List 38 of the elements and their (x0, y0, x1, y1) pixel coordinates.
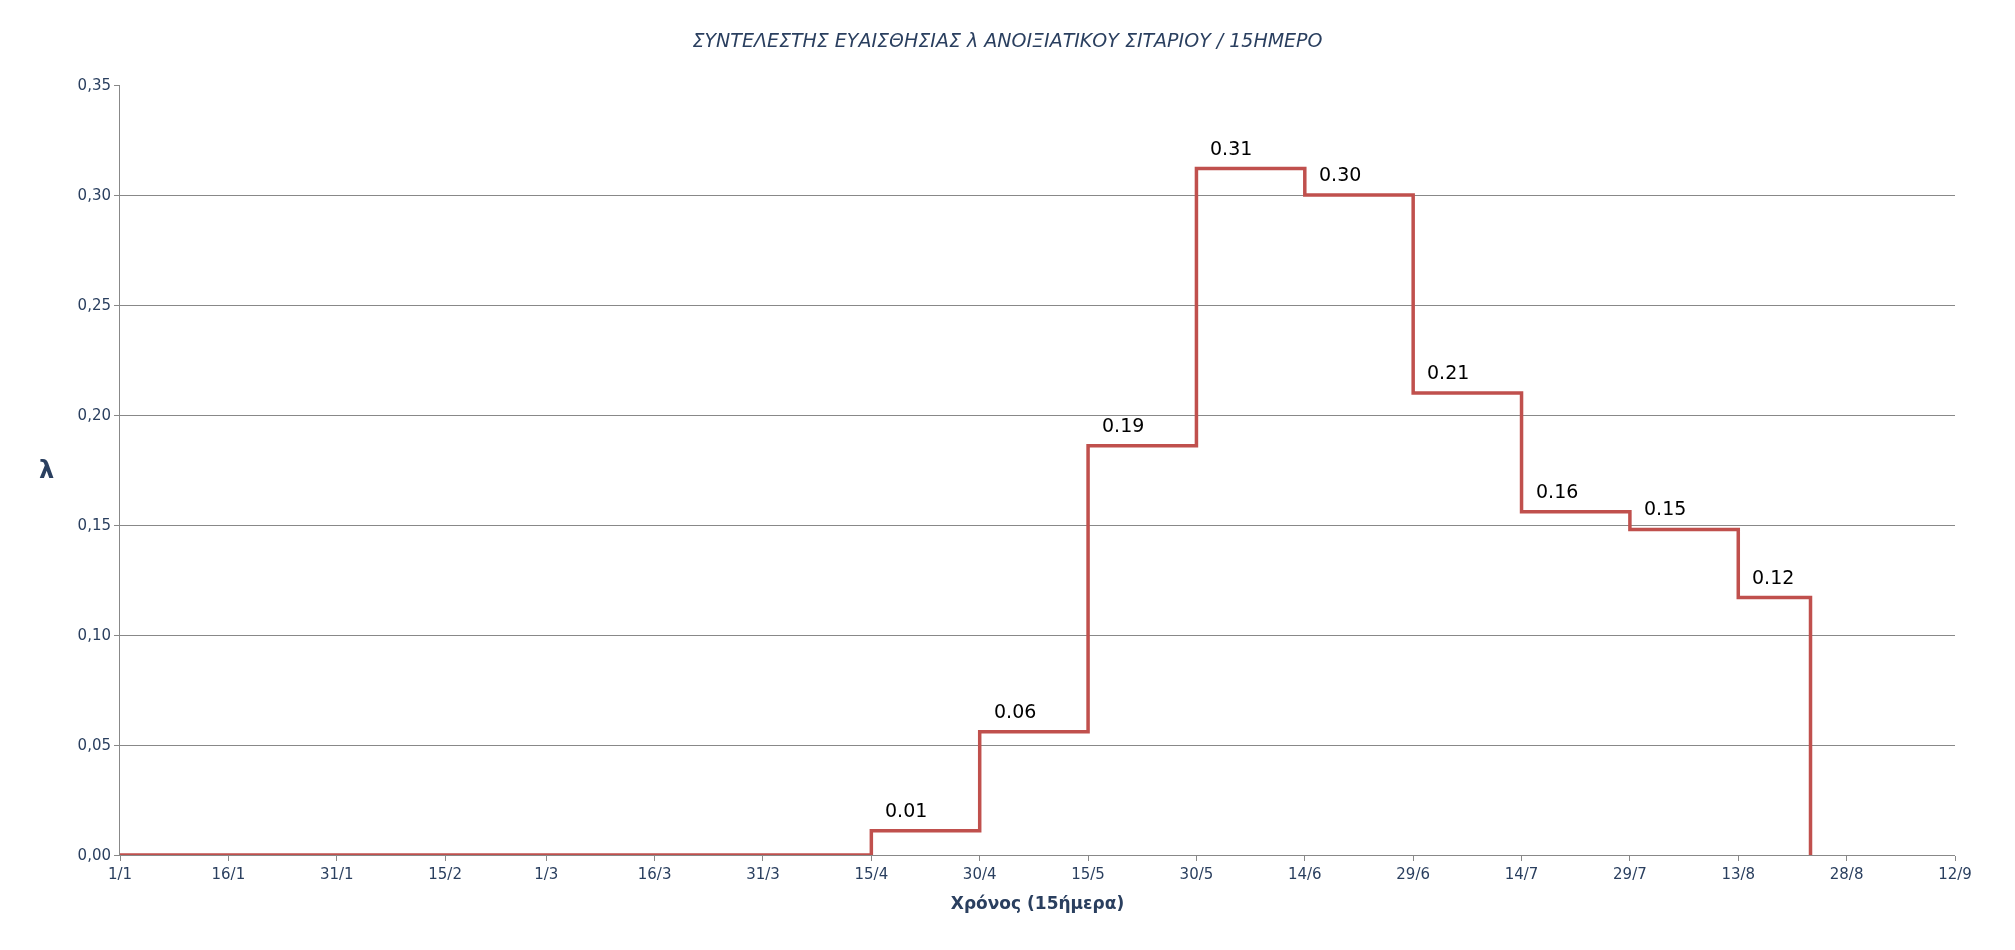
data-label: 0.31 (1210, 137, 1253, 159)
x-axis-title: Χρόνος (15ήμερα) (950, 893, 1125, 914)
y-tick-label: 0,15 (77, 516, 111, 535)
y-tick-label: 0,10 (77, 626, 111, 645)
y-tick-label: 0,35 (77, 76, 111, 95)
x-tick-label: 28/8 (1829, 865, 1864, 883)
chart-title: ΣΥΝΤΕΛΕΣΤΗΣ ΕΥΑΙΣΘΗΣΙΑΣ λ ΑΝΟΙΞΙΑΤΙΚΟΥ ΣΙΤΑΡΙΟΥ / 15ΗΜΕΡΟ (692, 28, 1323, 51)
x-tick-label: 29/6 (1396, 865, 1431, 883)
data-label: 0.06 (994, 700, 1037, 722)
y-tick-label: 0,00 (77, 846, 111, 865)
data-label: 0.16 (1536, 480, 1579, 502)
data-label: 0.01 (885, 799, 928, 821)
y-tick-label: 0,25 (77, 296, 111, 315)
x-tick-label: 31/1 (319, 865, 354, 883)
x-tick-label: 12/9 (1938, 865, 1972, 883)
data-label: 0.19 (1102, 414, 1145, 436)
x-tick-label: 30/4 (962, 865, 997, 883)
x-tick-label: 15/4 (854, 865, 889, 883)
x-tick-label: 16/1 (211, 865, 246, 883)
x-tick-label: 30/5 (1179, 865, 1214, 883)
x-tick-label: 14/6 (1287, 865, 1322, 883)
y-tick-label: 0,20 (77, 406, 111, 425)
x-tick-label: 15/2 (428, 865, 462, 883)
y-tick-label: 0,05 (77, 736, 111, 755)
y-tick-label: 0,30 (77, 186, 111, 205)
x-tick-label: 16/3 (637, 865, 672, 883)
x-tick-label: 29/7 (1613, 865, 1647, 883)
x-tick-label: 14/7 (1504, 865, 1539, 883)
data-label: 0.30 (1319, 163, 1362, 185)
x-tick-label: 31/3 (746, 865, 780, 883)
x-tick-label: 15/5 (1071, 865, 1105, 883)
x-tick-label: 1/3 (534, 865, 559, 883)
y-axis-title: λ (39, 456, 55, 484)
x-tick-label: 13/8 (1721, 865, 1756, 883)
data-label: 0.12 (1752, 566, 1795, 588)
data-label: 0.15 (1644, 497, 1687, 519)
data-label: 0.21 (1427, 361, 1470, 383)
x-tick-label: 1/1 (107, 865, 133, 883)
